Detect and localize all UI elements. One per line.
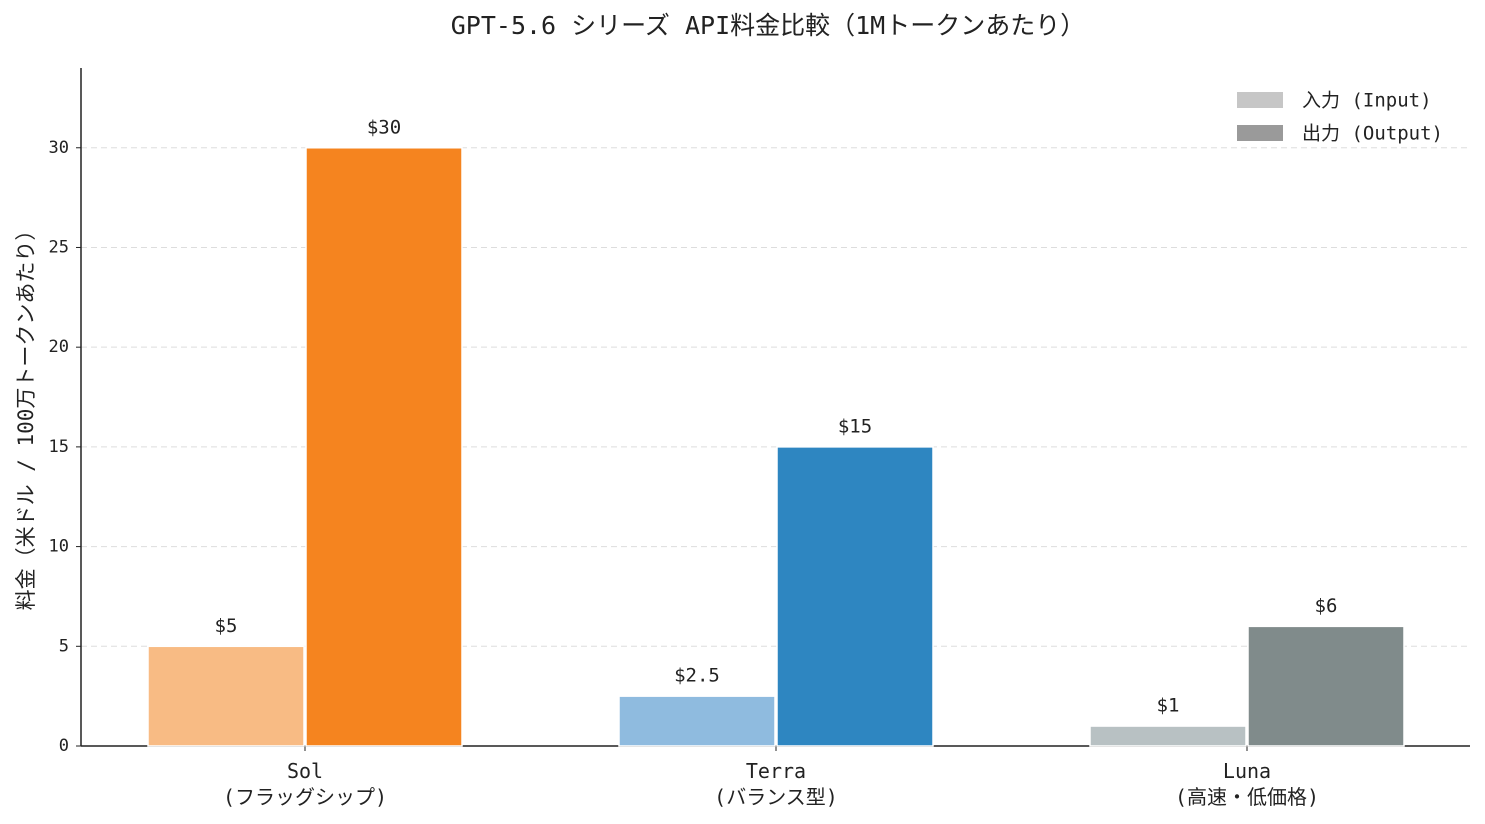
legend-swatch (1237, 92, 1283, 108)
legend-label: 入力 (Input) (1302, 90, 1432, 112)
x-tick-label: Terra (バランス型) (714, 759, 838, 809)
bar (776, 446, 934, 747)
y-tick-label: 5 (59, 636, 69, 656)
y-axis-label: 料金（米ドル / 100万トークンあたり） (14, 220, 38, 611)
y-tick-label: 30 (49, 138, 69, 158)
y-tick-label: 15 (49, 437, 69, 457)
bar (305, 147, 463, 747)
bar (1247, 625, 1405, 747)
bar (618, 695, 776, 747)
value-label: $30 (367, 116, 401, 138)
legend-swatch (1237, 125, 1283, 141)
y-tick-label: 0 (59, 736, 69, 756)
y-tick-label: 20 (49, 337, 69, 357)
y-tick-label: 25 (49, 237, 69, 257)
value-label: $1 (1157, 695, 1180, 717)
value-label: $6 (1315, 595, 1338, 617)
chart-title: GPT-5.6 シリーズ API料金比較（1Mトークンあたり） (451, 11, 1085, 40)
x-tick-label: Luna (高速・低価格) (1174, 759, 1320, 809)
legend-label: 出力 (Output) (1302, 123, 1443, 145)
x-tick-label: Sol (フラッグシップ) (222, 759, 388, 809)
bar (147, 645, 305, 747)
value-label: $15 (838, 415, 872, 437)
bar (1089, 725, 1247, 747)
value-label: $5 (215, 615, 238, 637)
value-label: $2.5 (674, 665, 720, 687)
y-tick-label: 10 (49, 537, 69, 557)
